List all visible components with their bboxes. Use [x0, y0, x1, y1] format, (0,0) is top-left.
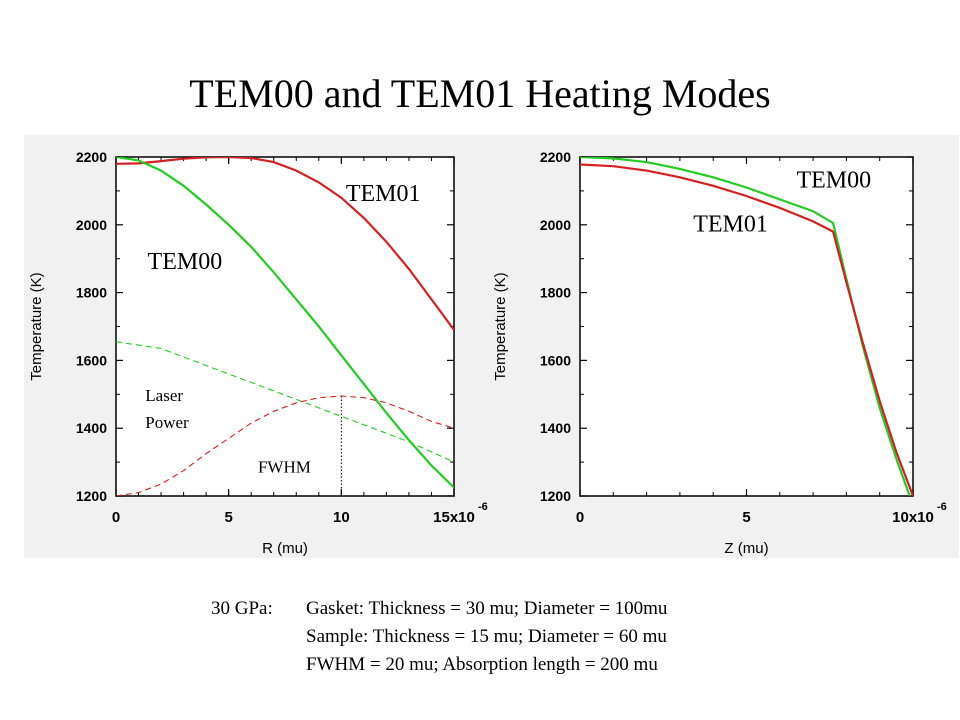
chart1-y-tick-label: 1200 — [76, 488, 107, 504]
chart1-annotation-tem01: TEM01 — [346, 181, 421, 207]
slide-title: TEM00 and TEM01 Heating Modes — [189, 71, 771, 116]
chart1-series-dashed-3-line — [116, 395, 454, 496]
chart2-x-tick-label: 10x10 — [892, 509, 934, 526]
chart1-annotation-tem00: TEM00 — [148, 249, 223, 275]
chart1-x-tick-label: 0 — [112, 509, 120, 526]
chart1-series-tem00-line — [116, 157, 454, 489]
chart1-annotation-fwhm: FWHM — [258, 457, 311, 476]
chart2-annotation-tem00: TEM00 — [796, 168, 871, 194]
chart1-y-tick-label: 1400 — [76, 420, 107, 436]
chart1-y-tick-label: 2000 — [76, 217, 107, 233]
note-line-sample: Sample: Thickness = 15 mu; Diameter = 60… — [306, 626, 667, 647]
chart1-y-tick-label: 1800 — [76, 285, 107, 301]
chart2-x-axis-label: Z (mu) — [724, 540, 768, 557]
chart1-plot-area — [115, 156, 455, 497]
note-pressure: 30 GPa: — [211, 598, 273, 619]
note-line-fwhm: FWHM = 20 mu; Absorption length = 200 mu — [306, 654, 658, 675]
chart1-x-axis-label: R (mu) — [262, 540, 308, 557]
chart1-annotation-power: Power — [145, 413, 189, 432]
chart1-x-tick-label: 15x10 — [433, 509, 475, 526]
chart2-x-tick-label: 0 — [576, 509, 584, 526]
chart2-y-tick-label: 2200 — [540, 149, 571, 165]
chart1-x-tick-label: 10 — [333, 509, 350, 526]
chart2-y-tick-label: 1600 — [540, 352, 571, 368]
chart2-series-tem01-line — [580, 163, 913, 496]
chart2-y-tick-label: 1800 — [540, 285, 571, 301]
chart1-series-tem01-line — [116, 157, 454, 331]
chart2-annotation-tem01: TEM01 — [693, 212, 768, 238]
chart1-annotation-laser: Laser — [145, 386, 183, 405]
chart2-plot-area — [579, 156, 914, 497]
note-line-gasket: Gasket: Thickness = 30 mu; Diameter = 10… — [306, 598, 668, 619]
chart1-y-axis-label: Temperature (K) — [28, 272, 45, 380]
chart2-series-tem00-line — [580, 157, 911, 496]
chart2-y-tick-label: 1400 — [540, 420, 571, 436]
chart1-y-tick-label: 2200 — [76, 149, 107, 165]
chart2-y-axis-label: Temperature (K) — [492, 272, 509, 380]
chart2-y-tick-label: 1200 — [540, 488, 571, 504]
chart2-y-tick-label: 2000 — [540, 217, 571, 233]
chart2-x-tick-label: 5 — [742, 509, 750, 526]
chart1-x-exponent: -6 — [478, 501, 488, 513]
chart1-y-tick-label: 1600 — [76, 352, 107, 368]
chart1-x-tick-label: 5 — [224, 509, 232, 526]
chart2-x-exponent: -6 — [937, 501, 947, 513]
